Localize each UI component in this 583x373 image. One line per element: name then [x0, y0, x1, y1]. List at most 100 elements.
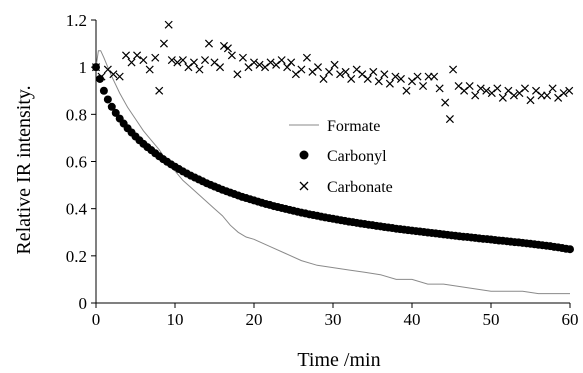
carbonate-point: [115, 72, 124, 81]
carbonate-point: [121, 51, 131, 60]
y-tick-label: 0.8: [66, 105, 87, 124]
carbonate-point: [402, 86, 411, 95]
legend: Formate Carbonyl Carbonate: [289, 118, 393, 196]
legend-swatch-carbonyl: [299, 150, 309, 160]
carbonate-point: [385, 79, 394, 88]
carbonate-point: [396, 74, 405, 83]
carbonyl-point: [99, 86, 108, 95]
carbonate-point: [167, 56, 176, 65]
carbonate-point: [302, 53, 311, 62]
carbonate-point: [178, 56, 187, 65]
carbonate-point: [559, 89, 568, 98]
x-tick-label: 0: [92, 310, 101, 329]
legend-item-carbonyl: Carbonyl: [299, 148, 387, 165]
carbonate-point: [565, 86, 574, 95]
carbonate-point: [151, 53, 160, 62]
x-tick-label: 60: [562, 310, 579, 329]
carbonate-point: [476, 84, 485, 93]
carbonate-point: [255, 60, 264, 69]
formate-line: [95, 50, 570, 295]
carbonate-point: [164, 20, 173, 29]
carbonyl-point: [566, 245, 574, 254]
carbonate-point: [465, 82, 474, 91]
carbonate-point: [548, 84, 557, 93]
carbonate-point: [445, 115, 454, 124]
carbonate-point: [200, 56, 210, 65]
carbonate-point: [419, 82, 428, 91]
carbonate-point: [369, 67, 378, 76]
series-carbonyl: [92, 63, 574, 254]
carbonate-point: [319, 74, 328, 83]
carbonyl-point: [107, 102, 116, 111]
y-tick-label: 1: [79, 58, 88, 77]
legend-item-formate: Formate: [289, 118, 380, 135]
y-ticks: 0 0.2 0.4 0.6 0.8 1 1.2: [66, 11, 96, 313]
carbonate-point: [347, 74, 356, 83]
carbonate-point: [509, 91, 518, 100]
carbonate-point: [109, 70, 118, 79]
x-axis-title: Time /min: [297, 349, 380, 371]
carbonate-point: [493, 84, 502, 93]
carbonate-point: [189, 58, 198, 67]
carbonate-point: [297, 65, 306, 74]
legend-item-carbonate: Carbonate: [299, 179, 393, 196]
carbonate-point: [287, 58, 296, 67]
y-tick-label: 1.2: [66, 11, 87, 30]
y-tick-label: 0: [79, 294, 88, 313]
carbonate-point: [277, 56, 286, 65]
carbonate-point: [325, 67, 334, 76]
carbonate-point: [133, 51, 142, 60]
carbonate-point: [374, 77, 383, 86]
carbonate-point: [195, 65, 204, 74]
x-tick-label: 40: [404, 310, 421, 329]
carbonate-point: [204, 39, 213, 48]
carbonate-point: [336, 70, 345, 79]
carbonate-point: [219, 41, 229, 50]
x-tick-label: 10: [167, 310, 184, 329]
carbonate-point: [482, 86, 491, 95]
carbonate-point: [127, 58, 136, 67]
carbonyl-point: [111, 108, 120, 117]
x-tick-label: 20: [246, 310, 263, 329]
series-carbonate: [91, 20, 574, 124]
y-tick-label: 0.6: [66, 153, 87, 172]
carbonate-point: [543, 91, 552, 100]
carbonate-point: [155, 86, 164, 95]
carbonate-point: [249, 58, 259, 67]
y-tick-label: 0.2: [66, 247, 87, 266]
x-axis: 0 10 20 30 40 50 60: [92, 302, 579, 329]
carbonate-point: [526, 96, 535, 105]
legend-swatch-carbonate: [299, 181, 309, 191]
carbonate-point: [97, 72, 106, 81]
carbonyl-point: [103, 95, 112, 104]
carbonate-point: [266, 58, 275, 67]
carbonate-point: [498, 93, 507, 102]
y-tick-label: 0.4: [66, 200, 88, 219]
carbonate-point: [380, 70, 389, 79]
legend-label-carbonyl: Carbonyl: [327, 148, 387, 165]
carbonate-point: [145, 65, 154, 74]
carbonate-point: [233, 70, 242, 79]
y-axis: 0 0.2 0.4 0.6 0.8 1 1.2: [66, 11, 97, 313]
carbonate-point: [139, 56, 148, 65]
carbonate-point: [238, 53, 247, 62]
carbonate-point: [435, 84, 444, 93]
series-formate: [95, 50, 570, 295]
y-axis-title: Relative IR intensity.: [13, 85, 35, 254]
carbonate-point: [413, 72, 422, 81]
carbonate-point: [227, 51, 236, 60]
carbonate-point: [471, 91, 480, 100]
carbonate-point: [391, 72, 400, 81]
carbonate-point: [363, 74, 372, 83]
carbonate-point: [441, 98, 450, 107]
carbonate-point: [223, 44, 232, 53]
carbonate-point: [330, 60, 339, 69]
carbonate-point: [430, 72, 439, 81]
carbonate-point: [313, 63, 323, 72]
x-ticks: 0 10 20 30 40 50 60: [92, 303, 579, 329]
carbonate-point: [159, 39, 168, 48]
carbonate-point: [520, 84, 529, 93]
x-tick-label: 30: [325, 310, 342, 329]
carbonate-point: [449, 65, 458, 74]
